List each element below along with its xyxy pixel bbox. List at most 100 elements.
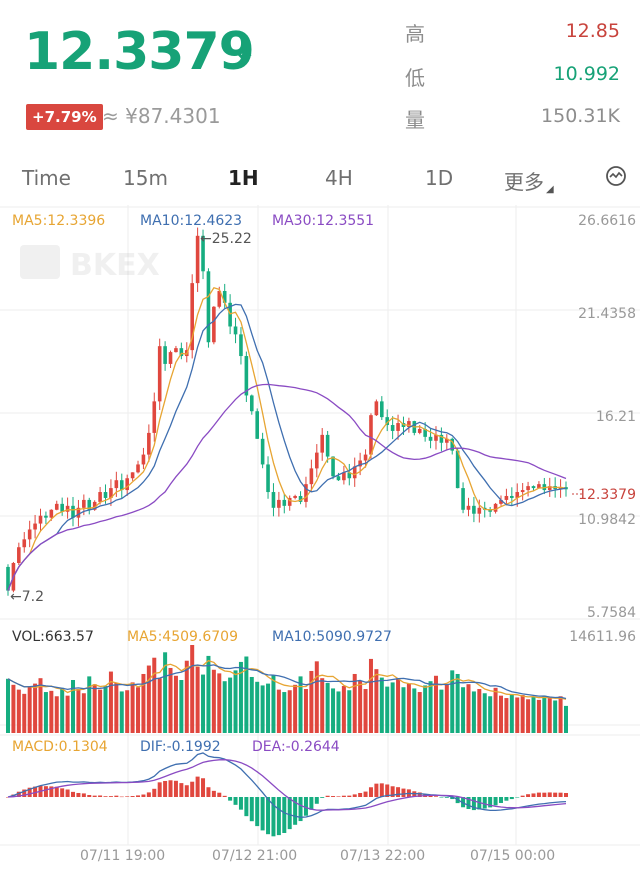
volume-bar bbox=[206, 655, 211, 733]
candle bbox=[466, 497, 471, 517]
candle bbox=[510, 487, 514, 506]
candle-body bbox=[488, 509, 492, 512]
candle-body bbox=[217, 290, 222, 307]
candle bbox=[347, 463, 352, 486]
candle bbox=[174, 345, 178, 353]
macd-bar bbox=[282, 797, 287, 833]
candle-body bbox=[298, 495, 303, 502]
volume-bar bbox=[358, 680, 363, 733]
cny-equivalent: ≈ ¥87.4301 bbox=[102, 104, 221, 128]
change-percent-badge: +7.79% bbox=[26, 104, 103, 130]
macd-bar bbox=[255, 797, 260, 827]
macd-bar bbox=[92, 795, 97, 797]
volume-bar bbox=[163, 652, 168, 733]
volume-bar bbox=[401, 687, 406, 733]
low-marker: ←7.2 bbox=[10, 589, 44, 605]
volume-bar bbox=[255, 681, 260, 733]
candle-body bbox=[65, 505, 70, 512]
volume-bar bbox=[390, 682, 395, 733]
candle-body bbox=[260, 438, 265, 465]
macd-bar bbox=[108, 796, 113, 797]
macd-bar bbox=[195, 776, 200, 797]
candle-body bbox=[417, 428, 422, 433]
candle bbox=[179, 342, 184, 360]
y-label-bottom: 5.7584 bbox=[587, 605, 636, 621]
candle-body bbox=[342, 472, 346, 481]
candle-body bbox=[239, 334, 243, 357]
kline-chart-area[interactable]: BKEX MA5:12.3396 MA10:12.4623 MA30:12.35… bbox=[0, 205, 640, 874]
tab-more-label: 更多 bbox=[504, 170, 544, 194]
volume-bar bbox=[249, 676, 254, 733]
kline-chart-svg[interactable]: BKEX MA5:12.3396 MA10:12.4623 MA30:12.35… bbox=[0, 205, 640, 874]
candle-body bbox=[331, 456, 335, 477]
macd-bar bbox=[60, 788, 65, 797]
macd-bar bbox=[385, 784, 390, 797]
tab-4h[interactable]: 4H bbox=[325, 166, 353, 190]
tab-1d[interactable]: 1D bbox=[425, 166, 454, 190]
candle-body bbox=[27, 529, 32, 540]
volume-label: 量 bbox=[405, 108, 425, 132]
volume-bar bbox=[558, 696, 563, 733]
macd-bar bbox=[515, 797, 520, 798]
candle-body bbox=[87, 499, 92, 510]
candle bbox=[342, 465, 346, 485]
macd-bar bbox=[331, 796, 336, 797]
candle bbox=[488, 506, 492, 517]
candle-body bbox=[450, 438, 455, 451]
macd-bar bbox=[146, 792, 151, 797]
volume-bar bbox=[336, 691, 341, 733]
candle-body bbox=[352, 466, 357, 479]
macd-legend: MACD:0.1304 bbox=[12, 739, 108, 755]
tab-1h[interactable]: 1H bbox=[228, 166, 259, 190]
candle-body bbox=[493, 503, 498, 512]
candle bbox=[125, 474, 129, 496]
candle-body bbox=[22, 539, 27, 548]
candle bbox=[76, 499, 81, 527]
candle bbox=[44, 511, 48, 524]
volume-bar bbox=[363, 689, 368, 733]
high-value: 12.85 bbox=[565, 20, 620, 42]
candle-body bbox=[266, 464, 270, 493]
volume-bar bbox=[520, 695, 525, 733]
volume-bar bbox=[233, 670, 238, 733]
candle bbox=[380, 396, 384, 421]
macd-bar bbox=[509, 797, 514, 800]
candle bbox=[564, 481, 568, 497]
macd-bar bbox=[211, 790, 216, 797]
macd-bar bbox=[450, 797, 455, 800]
macd-bar bbox=[184, 785, 189, 797]
candle bbox=[109, 479, 113, 507]
candle-body bbox=[423, 428, 427, 437]
candle-body bbox=[54, 503, 59, 510]
candle bbox=[87, 497, 92, 515]
current-price-label: 12.3379 bbox=[578, 487, 636, 503]
macd-bar bbox=[498, 797, 503, 803]
macd-bar bbox=[461, 797, 466, 808]
macd-bar bbox=[320, 797, 325, 798]
candle bbox=[445, 434, 449, 450]
low-value: 10.992 bbox=[553, 63, 620, 85]
volume-bar bbox=[27, 686, 32, 733]
candle bbox=[542, 477, 547, 495]
candle bbox=[38, 508, 43, 532]
tab-15m[interactable]: 15m bbox=[123, 166, 168, 190]
candle-body bbox=[228, 302, 232, 327]
macd-bar bbox=[222, 795, 227, 797]
volume-bar bbox=[347, 690, 352, 733]
macd-bar bbox=[125, 796, 130, 797]
candle bbox=[54, 500, 59, 511]
candle bbox=[157, 338, 162, 410]
candle bbox=[477, 499, 482, 523]
candle-body bbox=[314, 452, 319, 469]
candle-body bbox=[71, 505, 75, 518]
candle bbox=[141, 447, 146, 470]
tab-more[interactable]: 更多 ◢ bbox=[504, 166, 554, 195]
candle-body bbox=[520, 490, 525, 493]
volume-bar bbox=[526, 699, 531, 733]
candle-body bbox=[152, 401, 157, 433]
tab-time[interactable]: Time bbox=[22, 166, 71, 190]
macd-bar bbox=[98, 795, 103, 797]
candle-body bbox=[472, 505, 476, 514]
indicator-settings-icon[interactable] bbox=[604, 164, 628, 193]
macd-bar bbox=[201, 778, 206, 797]
